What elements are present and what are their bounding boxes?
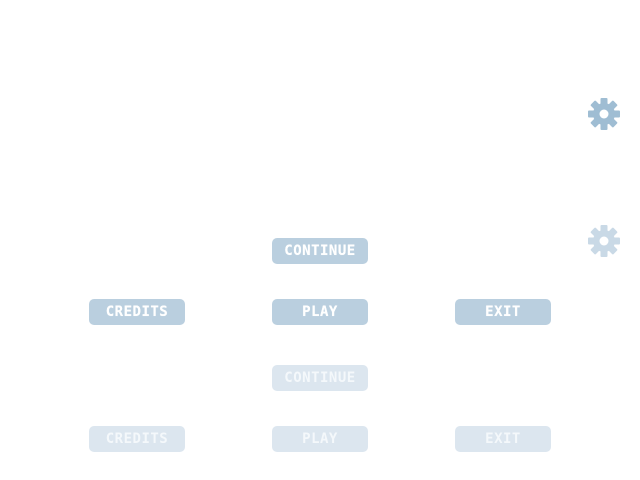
continue-button-label: CONTINUE (284, 243, 356, 259)
continue-button-disabled-label: CONTINUE (284, 370, 356, 386)
continue-button[interactable]: CONTINUE (272, 238, 368, 264)
settings-gear-icon[interactable] (587, 97, 621, 131)
play-button-label: PLAY (302, 304, 338, 320)
credits-button-label: CREDITS (105, 304, 169, 320)
play-button-disabled: PLAY (272, 426, 368, 452)
exit-button[interactable]: EXIT (455, 299, 551, 325)
credits-button-disabled-label: CREDITS (105, 431, 169, 447)
continue-button-disabled: CONTINUE (272, 365, 368, 391)
exit-button-disabled: EXIT (455, 426, 551, 452)
exit-button-label: EXIT (485, 304, 521, 320)
exit-button-disabled-label: EXIT (485, 431, 521, 447)
settings-gear-disabled-icon (588, 225, 620, 257)
credits-button-disabled: CREDITS (89, 426, 185, 452)
credits-button[interactable]: CREDITS (89, 299, 185, 325)
play-button-disabled-label: PLAY (302, 431, 338, 447)
play-button[interactable]: PLAY (272, 299, 368, 325)
